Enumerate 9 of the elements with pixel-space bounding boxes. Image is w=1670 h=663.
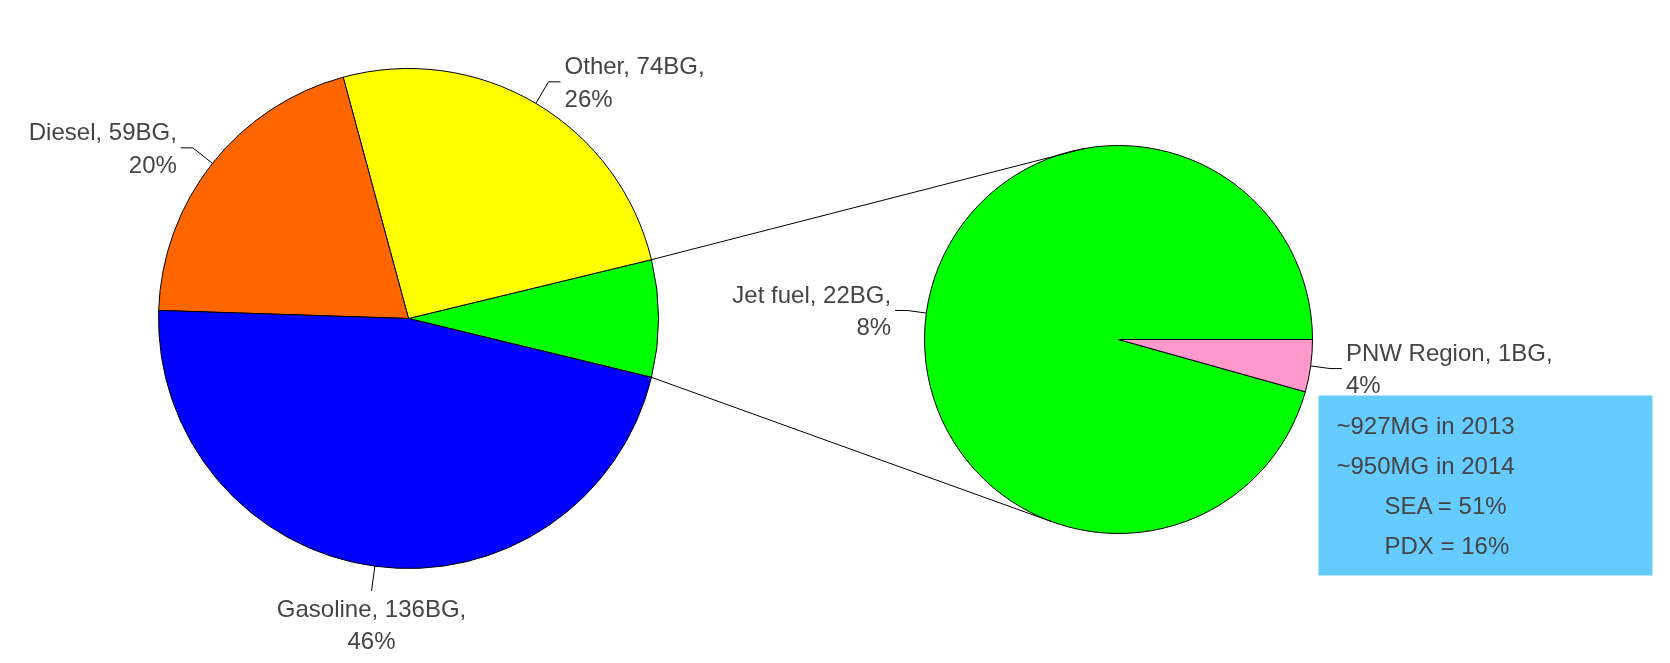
slice-label: Other, 74BG, 26% xyxy=(564,52,705,112)
slice-label: Diesel, 59BG, 20% xyxy=(28,118,177,178)
slice-label: Jet fuel, 22BG, 8% xyxy=(732,280,892,341)
slice-label: PNW Region, 1BG, 4% xyxy=(1345,338,1553,399)
text: ~927MG in 2013 xyxy=(1336,412,1515,439)
text: ~950MG in 2014 xyxy=(1336,452,1515,479)
text: PDX = 16% xyxy=(1384,532,1510,559)
slice-label: Gasoline, 136BG, 46% xyxy=(276,595,467,655)
text: SEA = 51% xyxy=(1384,492,1507,519)
